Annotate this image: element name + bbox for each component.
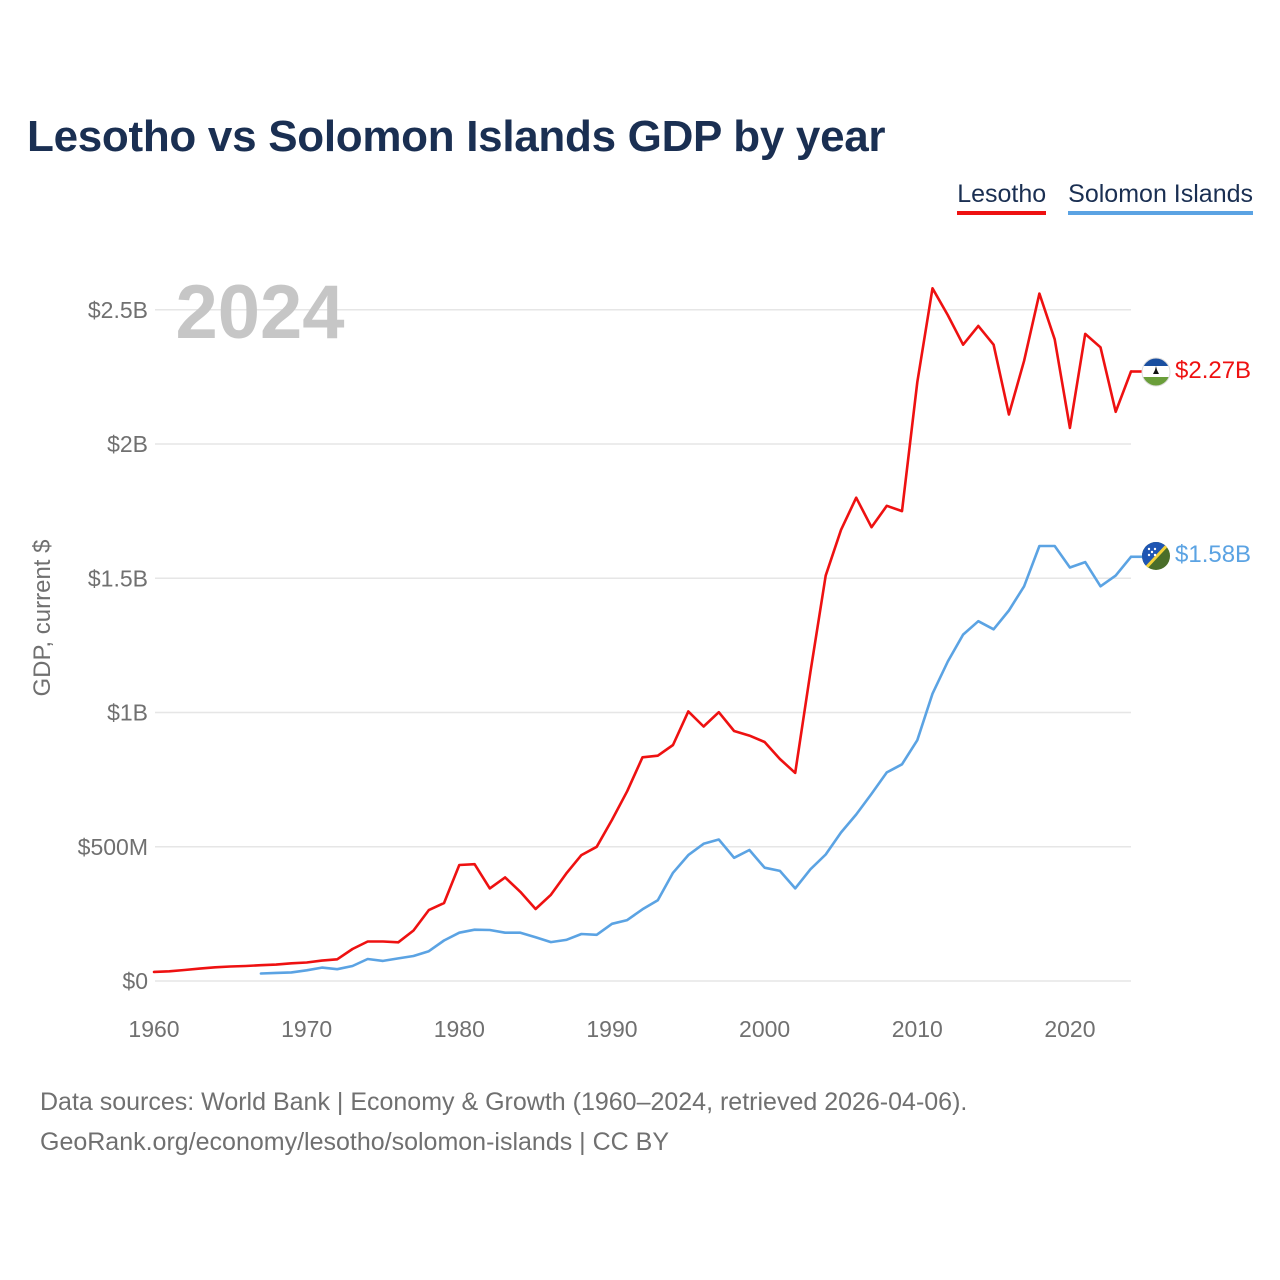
legend-item-solomon-islands[interactable]: Solomon Islands bbox=[1068, 180, 1253, 215]
y-axis-label: GDP, current $ bbox=[29, 540, 56, 697]
x-tick-label: 1980 bbox=[434, 1016, 485, 1042]
lesotho-flag-icon bbox=[1142, 358, 1170, 386]
y-tick-label: $2B bbox=[107, 431, 148, 457]
y-tick-label: $1.5B bbox=[88, 565, 148, 591]
chart-title: Lesotho vs Solomon Islands GDP by year bbox=[27, 112, 886, 161]
source-url-text: GeoRank.org/economy/lesotho/solomon-isla… bbox=[40, 1128, 670, 1156]
x-tick-label: 2000 bbox=[739, 1016, 790, 1042]
series-line-lesotho[interactable] bbox=[152, 286, 1133, 974]
x-tick-label: 2020 bbox=[1044, 1016, 1095, 1042]
y-axis-ticks: $0 $500M $1B $1.5B $2B $2.5B bbox=[78, 297, 148, 994]
gridlines bbox=[155, 309, 1131, 982]
legend-item-lesotho[interactable]: Lesotho bbox=[957, 180, 1047, 215]
y-tick-label: $0 bbox=[122, 968, 148, 994]
y-tick-label: $500M bbox=[78, 834, 148, 860]
y-tick-label: $1B bbox=[107, 700, 148, 726]
x-tick-label: 1990 bbox=[586, 1016, 637, 1042]
x-tick-label: 2010 bbox=[892, 1016, 943, 1042]
solomon-islands-flag-icon bbox=[1142, 542, 1170, 570]
data-source-text: Data sources: World Bank | Economy & Gro… bbox=[40, 1088, 968, 1116]
year-watermark: 2024 bbox=[175, 270, 344, 355]
solomon-islands-end-label: $1.58B bbox=[1175, 541, 1251, 568]
footer: Data sources: World Bank | Economy & Gro… bbox=[40, 1082, 967, 1162]
lesotho-end-label: $2.27B bbox=[1175, 357, 1251, 384]
series-lines bbox=[152, 286, 1142, 975]
x-tick-label: 1970 bbox=[281, 1016, 332, 1042]
series-line-solomon-islands[interactable] bbox=[259, 544, 1133, 975]
x-axis-ticks: 1960 1970 1980 1990 2000 2010 2020 bbox=[128, 1016, 1095, 1042]
x-tick-label: 1960 bbox=[128, 1016, 179, 1042]
y-tick-label: $2.5B bbox=[88, 297, 148, 323]
legend: Lesotho Solomon Islands bbox=[957, 180, 1253, 215]
